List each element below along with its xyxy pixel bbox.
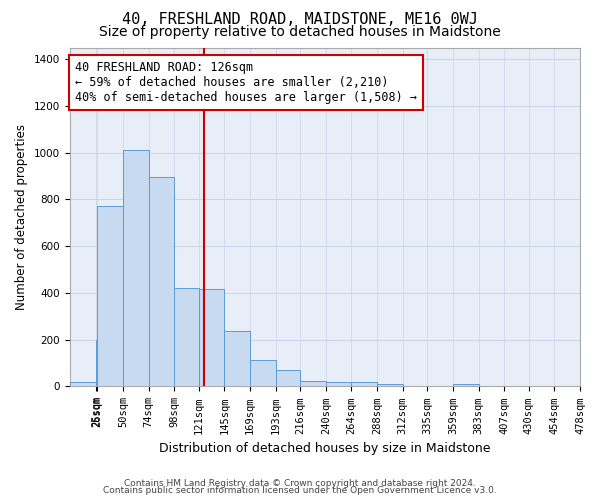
Text: Contains HM Land Registry data © Crown copyright and database right 2024.: Contains HM Land Registry data © Crown c… bbox=[124, 478, 476, 488]
Bar bbox=[123, 150, 149, 386]
Bar bbox=[96, 340, 97, 386]
Text: 40, FRESHLAND ROAD, MAIDSTONE, ME16 0WJ: 40, FRESHLAND ROAD, MAIDSTONE, ME16 0WJ bbox=[122, 12, 478, 28]
Bar bbox=[97, 206, 123, 386]
Text: 40 FRESHLAND ROAD: 126sqm
← 59% of detached houses are smaller (2,210)
40% of se: 40 FRESHLAND ROAD: 126sqm ← 59% of detac… bbox=[74, 61, 416, 104]
Bar bbox=[300, 380, 326, 386]
Bar bbox=[70, 382, 96, 386]
Bar bbox=[224, 331, 250, 386]
Y-axis label: Number of detached properties: Number of detached properties bbox=[15, 124, 28, 310]
Text: Size of property relative to detached houses in Maidstone: Size of property relative to detached ho… bbox=[99, 25, 501, 39]
Bar bbox=[174, 288, 199, 386]
Bar bbox=[275, 370, 300, 386]
Bar bbox=[377, 384, 403, 386]
Bar bbox=[250, 360, 275, 386]
Bar bbox=[149, 177, 174, 386]
X-axis label: Distribution of detached houses by size in Maidstone: Distribution of detached houses by size … bbox=[159, 442, 491, 455]
Bar bbox=[453, 384, 479, 386]
Bar bbox=[352, 382, 377, 386]
Bar bbox=[199, 290, 224, 386]
Bar bbox=[326, 382, 352, 386]
Text: Contains public sector information licensed under the Open Government Licence v3: Contains public sector information licen… bbox=[103, 486, 497, 495]
